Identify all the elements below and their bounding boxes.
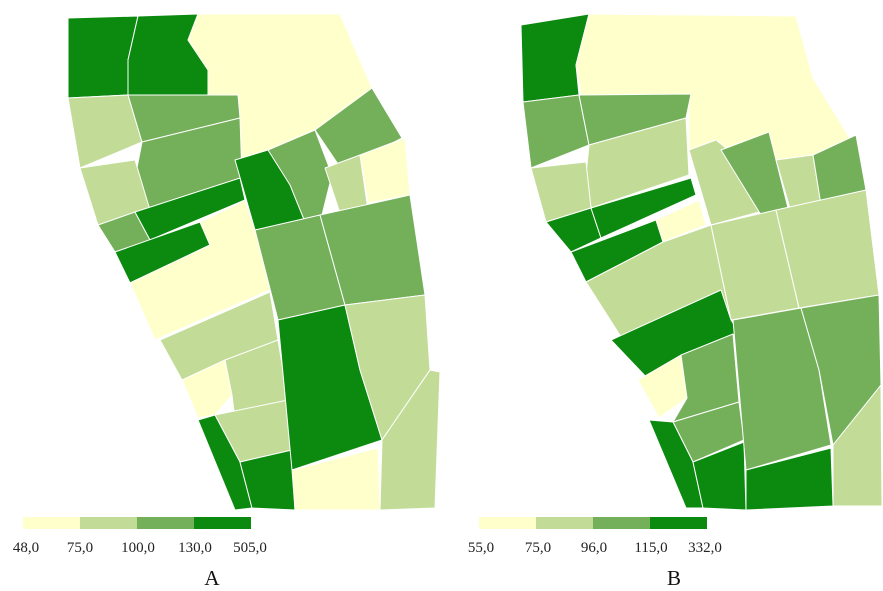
legend-b-tick-4: 115,0 [634, 540, 668, 556]
legend-b-tick-1: 55,0 [467, 540, 495, 556]
legend-b-tick-2: 75,0 [524, 540, 552, 556]
legend-b-swatch-1 [479, 517, 536, 529]
region-b-1 [520, 13, 590, 103]
panel-label-b: B [666, 566, 682, 590]
map-panel-a: 48,0 75,0 100,0 130,0 505,0 A [0, 0, 441, 590]
region-a-13 [234, 149, 306, 231]
region-a-14 [129, 199, 271, 341]
legend-a [23, 517, 251, 529]
choropleth-map-a [67, 13, 441, 511]
legend-a-tick-1: 48,0 [12, 540, 40, 556]
legend-b-tick-3: 96,0 [580, 540, 608, 556]
legend-a-tick-3: 100,0 [121, 540, 155, 556]
legend-a-tick-4: 130,0 [178, 540, 212, 556]
legend-a-swatch-3 [137, 517, 194, 529]
region-b-8 [590, 177, 697, 239]
region-a-20 [181, 359, 233, 419]
legend-b-tick-5: 332,0 [688, 540, 722, 556]
region-b-10 [655, 199, 707, 243]
region-b-3 [522, 94, 590, 169]
legend-a-swatch-4 [194, 517, 251, 529]
legend-b-swatch-4 [650, 517, 707, 529]
map-panel-b: 55,0 75,0 96,0 115,0 332,0 B [441, 0, 882, 590]
panel-label-a: A [204, 566, 220, 590]
legend-a-tick-2: 75,0 [66, 540, 94, 556]
legend-b [479, 517, 707, 529]
region-a-28 [379, 369, 441, 511]
region-b-27 [832, 384, 882, 507]
legend-a-tick-5: 505,0 [233, 540, 267, 556]
legend-a-swatch-1 [23, 517, 80, 529]
legend-b-swatch-3 [593, 517, 650, 529]
legend-a-swatch-2 [80, 517, 137, 529]
choropleth-map-b [520, 13, 882, 511]
legend-b-swatch-2 [536, 517, 593, 529]
region-b-24 [732, 307, 832, 471]
